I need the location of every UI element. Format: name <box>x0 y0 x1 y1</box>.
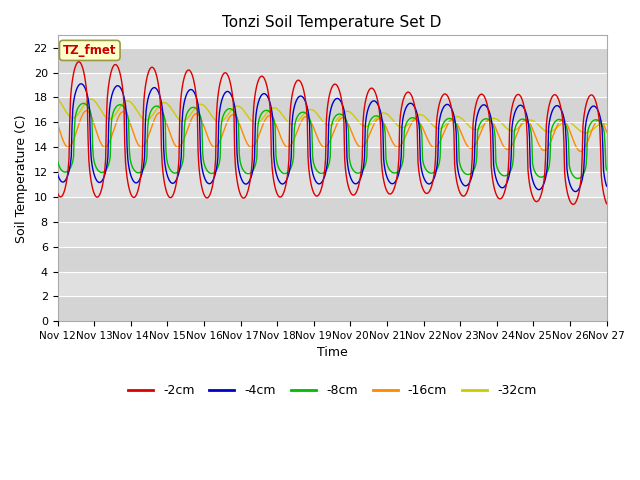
Bar <box>58 72 607 97</box>
Bar <box>58 222 607 247</box>
Bar <box>58 197 607 222</box>
Y-axis label: Soil Temperature (C): Soil Temperature (C) <box>15 114 28 242</box>
Bar <box>58 97 607 122</box>
Text: TZ_fmet: TZ_fmet <box>63 44 116 57</box>
Bar <box>58 247 607 272</box>
Bar <box>58 296 607 321</box>
Bar <box>58 272 607 296</box>
X-axis label: Time: Time <box>317 347 348 360</box>
Bar <box>58 48 607 72</box>
Bar <box>58 147 607 172</box>
Bar <box>58 122 607 147</box>
Legend: -2cm, -4cm, -8cm, -16cm, -32cm: -2cm, -4cm, -8cm, -16cm, -32cm <box>123 379 541 402</box>
Bar <box>58 172 607 197</box>
Title: Tonzi Soil Temperature Set D: Tonzi Soil Temperature Set D <box>222 15 442 30</box>
